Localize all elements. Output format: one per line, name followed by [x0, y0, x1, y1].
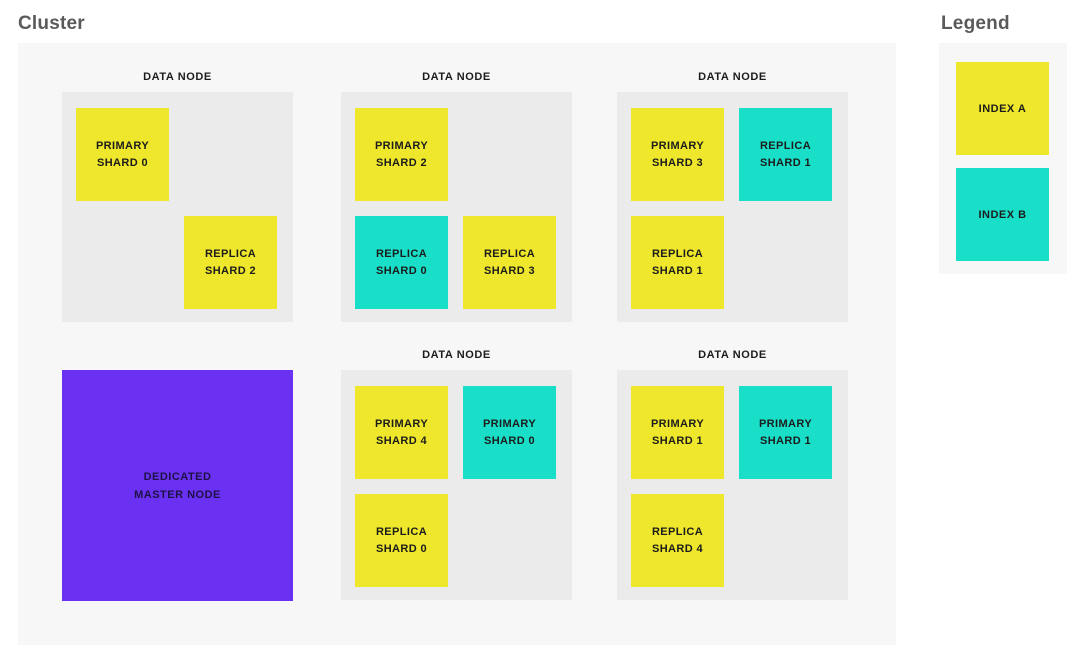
shard-label-line: SHARD 2 — [375, 156, 428, 169]
data-node-label: DATA NODE — [698, 349, 767, 361]
shard-label-line: PRIMARY — [650, 139, 705, 152]
shard-label-line: SHARD 2 — [204, 264, 257, 277]
shard-replica-shard-1: REPLICA SHARD 1 — [739, 108, 832, 201]
data-node-box: PRIMARY SHARD 2 REPLICA SHARD 0 REPLICA … — [341, 92, 572, 322]
master-node-label-line: DEDICATED — [143, 470, 212, 483]
shard-label-line: REPLICA — [483, 247, 536, 260]
shard-primary-shard-0: PRIMARY SHARD 0 — [463, 386, 556, 479]
data-node: DATA NODE PRIMARY SHARD 1 PRIMARY SHARD … — [617, 348, 848, 600]
shard-label-line: SHARD 0 — [375, 264, 428, 277]
shard-label-line: SHARD 1 — [651, 434, 704, 447]
legend-item-index-b: INDEX B — [956, 168, 1049, 261]
shard-label-line: PRIMARY — [374, 139, 429, 152]
shard-label-line: SHARD 1 — [759, 156, 812, 169]
data-node-box: PRIMARY SHARD 3 REPLICA SHARD 1 REPLICA … — [617, 92, 848, 322]
shard-label-line: SHARD 4 — [375, 434, 428, 447]
shard-label-line: PRIMARY — [374, 417, 429, 430]
data-node-label: DATA NODE — [422, 349, 491, 361]
data-node: DATA NODE PRIMARY SHARD 0 REPLICA SHARD … — [62, 70, 293, 322]
shard-label-line: SHARD 1 — [759, 434, 812, 447]
shard-replica-shard-0: REPLICA SHARD 0 — [355, 494, 448, 587]
data-node-label: DATA NODE — [143, 71, 212, 83]
shard-replica-shard-3: REPLICA SHARD 3 — [463, 216, 556, 309]
shard-primary-shard-0: PRIMARY SHARD 0 — [76, 108, 169, 201]
master-node-label-line: MASTER NODE — [134, 488, 221, 501]
shard-label-line: SHARD 3 — [651, 156, 704, 169]
cluster-title: Cluster — [18, 13, 85, 34]
cluster-box: DEDICATED MASTER NODE DATA NODE PRIMARY … — [18, 43, 896, 645]
shard-primary-shard-4: PRIMARY SHARD 4 — [355, 386, 448, 479]
dedicated-master-node: DEDICATED MASTER NODE — [62, 370, 293, 601]
shard-label-line: REPLICA — [204, 247, 257, 260]
legend-item-label: INDEX B — [978, 208, 1027, 221]
shard-label-line: SHARD 1 — [651, 264, 704, 277]
shard-primary-shard-3: PRIMARY SHARD 3 — [631, 108, 724, 201]
shard-label-line: SHARD 0 — [96, 156, 149, 169]
shard-replica-shard-4: REPLICA SHARD 4 — [631, 494, 724, 587]
legend-item-label: INDEX A — [978, 102, 1027, 115]
shard-label-line: SHARD 0 — [375, 542, 428, 555]
data-node: DATA NODE PRIMARY SHARD 4 PRIMARY SHARD … — [341, 348, 572, 600]
shard-label-line: PRIMARY — [482, 417, 537, 430]
shard-replica-shard-1: REPLICA SHARD 1 — [631, 216, 724, 309]
shard-label-line: REPLICA — [759, 139, 812, 152]
shard-primary-shard-1: PRIMARY SHARD 1 — [739, 386, 832, 479]
shard-label-line: PRIMARY — [758, 417, 813, 430]
legend-title: Legend — [941, 13, 1010, 34]
data-node: DATA NODE PRIMARY SHARD 2 REPLICA SHARD … — [341, 70, 572, 322]
shard-label-line: SHARD 4 — [651, 542, 704, 555]
shard-label-line: REPLICA — [651, 247, 704, 260]
shard-label-line: REPLICA — [375, 247, 428, 260]
shard-label-line: PRIMARY — [650, 417, 705, 430]
shard-replica-shard-0: REPLICA SHARD 0 — [355, 216, 448, 309]
shard-primary-shard-2: PRIMARY SHARD 2 — [355, 108, 448, 201]
legend-box: INDEX A INDEX B — [939, 43, 1067, 274]
shard-label-line: PRIMARY — [95, 139, 150, 152]
data-node-box: PRIMARY SHARD 1 PRIMARY SHARD 1 REPLICA … — [617, 370, 848, 600]
legend-item-index-a: INDEX A — [956, 62, 1049, 155]
shard-replica-shard-2: REPLICA SHARD 2 — [184, 216, 277, 309]
data-node-label: DATA NODE — [698, 71, 767, 83]
data-node-box: PRIMARY SHARD 4 PRIMARY SHARD 0 REPLICA … — [341, 370, 572, 600]
data-node: DATA NODE PRIMARY SHARD 3 REPLICA SHARD … — [617, 70, 848, 322]
shard-primary-shard-1: PRIMARY SHARD 1 — [631, 386, 724, 479]
data-node-label: DATA NODE — [422, 71, 491, 83]
shard-label-line: SHARD 0 — [483, 434, 536, 447]
shard-label-line: REPLICA — [375, 525, 428, 538]
data-node-box: PRIMARY SHARD 0 REPLICA SHARD 2 — [62, 92, 293, 322]
shard-label-line: SHARD 3 — [483, 264, 536, 277]
shard-label-line: REPLICA — [651, 525, 704, 538]
